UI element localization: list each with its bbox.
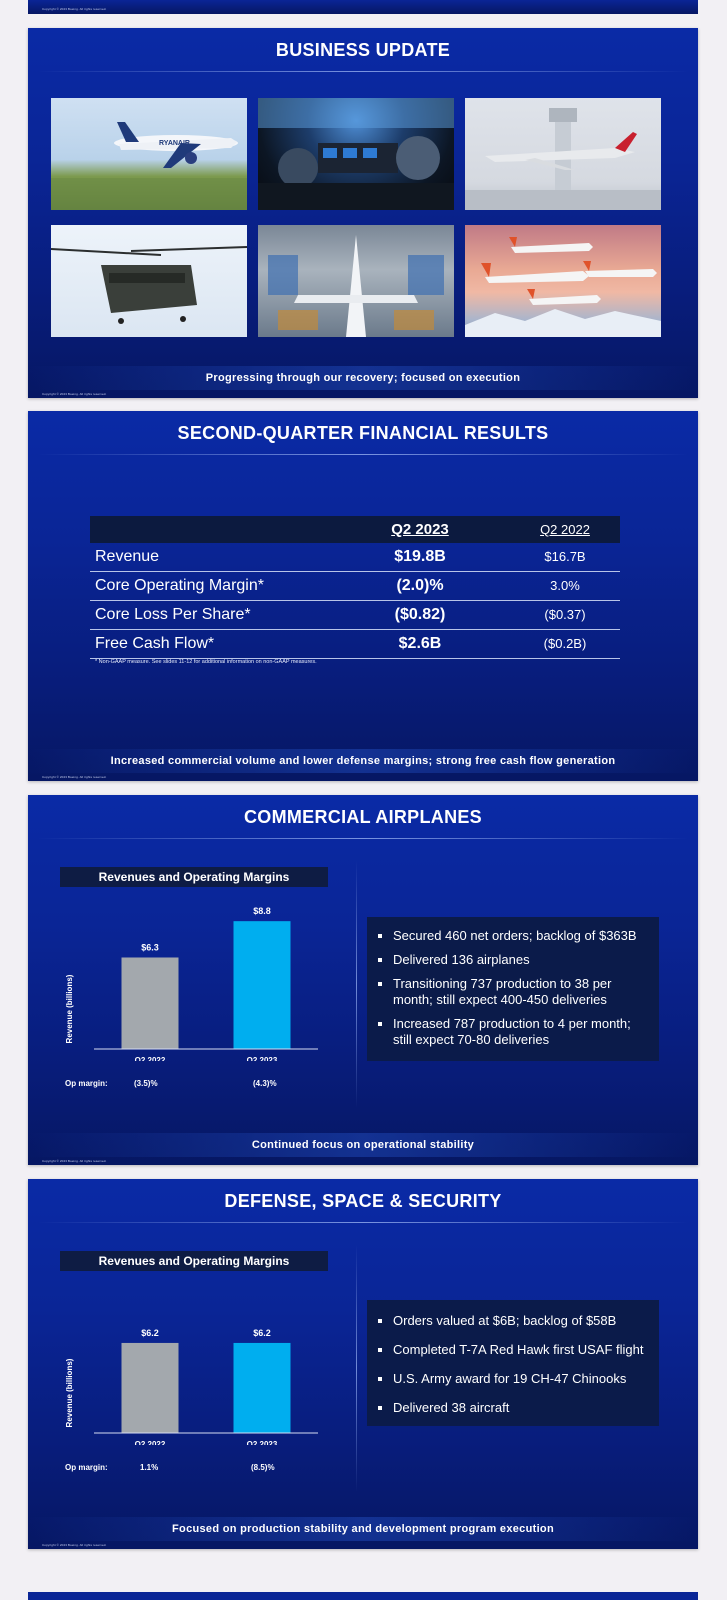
y-axis-label: Revenue (billions) xyxy=(65,1358,74,1427)
row-label: Core Loss Per Share* xyxy=(95,606,251,623)
bullet-item: Delivered 136 airplanes xyxy=(375,952,651,968)
slide-footer: Continued focus on operational stability xyxy=(251,1139,475,1151)
footer-band xyxy=(28,1133,698,1157)
svg-text:RYANAIR: RYANAIR xyxy=(159,140,190,147)
copyright-text: Copyright © 2023 Boeing. All rights rese… xyxy=(42,7,107,11)
revenue-bar-chart: Revenue (billions) $6.3 Q2 2022 $8.8 Q2 2023 xyxy=(65,906,318,1061)
title-divider xyxy=(38,454,688,455)
bar xyxy=(233,1342,291,1433)
row-value-prior: 3.0% xyxy=(550,578,580,593)
row-label: Free Cash Flow* xyxy=(95,635,215,652)
vertical-divider xyxy=(356,1244,357,1492)
previous-slide-strip: Copyright © 2023 Boeing. All rights rese… xyxy=(28,0,698,14)
title-divider xyxy=(38,71,688,72)
column-header-current: Q2 2023 xyxy=(391,521,449,538)
slide-commercial-airplanes: COMMERCIAL AIRPLANES Revenues and Operat… xyxy=(28,795,698,1165)
data-label: $8.8 xyxy=(253,906,271,916)
slide-title: COMMERCIAL AIRPLANES xyxy=(243,807,482,827)
x-tick-label: Q2 2023 xyxy=(247,1056,278,1061)
bullet-item: Increased 787 production to 4 per month;… xyxy=(375,1016,651,1048)
row-value-current: (2.0)% xyxy=(396,577,444,594)
bullet-item: Transitioning 737 production to 38 per m… xyxy=(375,976,651,1008)
photo-ryanair-airplane: RYANAIR xyxy=(51,98,247,210)
slide-business-update: BUSINESS UPDATE RYANAIR xyxy=(28,28,698,398)
slide-footer: Increased commercial volume and lower de… xyxy=(110,755,616,767)
bullet-item: Orders valued at $6B; backlog of $58B xyxy=(375,1313,651,1329)
copyright-text: Copyright © 2023 Boeing. All rights rese… xyxy=(42,392,107,396)
y-axis-label: Revenue (billions) xyxy=(65,974,74,1043)
op-margin-value: (4.3)% xyxy=(253,1079,277,1088)
slide-title: BUSINESS UPDATE xyxy=(275,40,451,60)
row-label: Revenue xyxy=(95,548,160,565)
copyright-text: Copyright © 2023 Boeing. All rights rese… xyxy=(42,1543,107,1547)
bullet-item: Delivered 38 aircraft xyxy=(375,1400,651,1416)
slide-title: SECOND-QUARTER FINANCIAL RESULTS xyxy=(177,423,549,443)
op-margin-label: Op margin: xyxy=(65,1463,108,1472)
row-label: Core Operating Margin* xyxy=(95,577,264,594)
photo-t7a-red-hawk xyxy=(465,98,661,210)
x-tick-label: Q2 2023 xyxy=(247,1440,278,1445)
row-value-current: ($0.82) xyxy=(394,606,446,623)
chart-title: Revenues and Operating Margins xyxy=(60,867,328,887)
photo-air-india-airplanes xyxy=(465,225,661,337)
bullet-item: U.S. Army award for 19 CH-47 Chinooks xyxy=(375,1371,651,1387)
footer-band xyxy=(28,749,698,773)
op-margin-value: 1.1% xyxy=(140,1463,159,1472)
data-label: $6.3 xyxy=(141,942,159,952)
slide-footer: Progressing through our recovery; focuse… xyxy=(205,372,521,384)
row-value-current: $2.6B xyxy=(398,635,442,652)
photo-ch47-chinook xyxy=(51,225,247,337)
table-header: Q2 2023 Q2 2022 xyxy=(90,516,620,543)
data-label: $6.2 xyxy=(253,1328,271,1338)
op-margin-value: (8.5)% xyxy=(251,1463,275,1472)
copyright-text: Copyright © 2023 Boeing. All rights rese… xyxy=(42,1159,107,1163)
next-slide-strip xyxy=(28,1592,698,1600)
slide-footer: Focused on production stability and deve… xyxy=(172,1523,554,1535)
bar xyxy=(233,921,291,1049)
footer-band xyxy=(28,366,698,390)
row-value-prior: ($0.2B) xyxy=(543,636,587,651)
table-row: Core Operating Margin* (2.0)% 3.0% xyxy=(90,572,620,601)
slide-financial-results: SECOND-QUARTER FINANCIAL RESULTS Q2 2023… xyxy=(28,411,698,781)
x-tick-label: Q2 2022 xyxy=(135,1440,166,1445)
table-row: Core Loss Per Share* ($0.82) ($0.37) xyxy=(90,601,620,630)
highlights-box: Orders valued at $6B; backlog of $58B Co… xyxy=(367,1300,659,1426)
chart-title: Revenues and Operating Margins xyxy=(60,1251,328,1271)
data-label: $6.2 xyxy=(141,1328,159,1338)
bar xyxy=(121,957,179,1049)
column-header-prior: Q2 2022 xyxy=(540,522,590,537)
table-row: Revenue $19.8B $16.7B xyxy=(90,543,620,572)
bullet-item: Completed T-7A Red Hawk first USAF fligh… xyxy=(375,1342,651,1358)
footnote: * Non-GAAP measure. See slides 11-12 for… xyxy=(95,659,317,665)
row-value-prior: ($0.37) xyxy=(544,607,586,622)
slide-defense-space-security: DEFENSE, SPACE & SECURITY Revenues and O… xyxy=(28,1179,698,1549)
op-margin-value: (3.5)% xyxy=(134,1079,158,1088)
slide-title: DEFENSE, SPACE & SECURITY xyxy=(224,1191,502,1211)
bullet-item: Secured 460 net orders; backlog of $363B xyxy=(375,928,651,944)
highlights-box: Secured 460 net orders; backlog of $363B… xyxy=(367,917,659,1061)
footer-band xyxy=(28,1517,698,1541)
x-tick-label: Q2 2022 xyxy=(135,1056,166,1061)
row-value-current: $19.8B xyxy=(394,548,446,565)
photo-factory xyxy=(258,225,454,337)
title-divider xyxy=(38,1222,688,1223)
vertical-divider xyxy=(356,860,357,1108)
title-divider xyxy=(38,838,688,839)
revenue-bar-chart: Revenue (billions) $6.2 Q2 2022 $6.2 Q2 2023 xyxy=(65,1328,318,1445)
bar xyxy=(121,1342,179,1433)
copyright-text: Copyright © 2023 Boeing. All rights rese… xyxy=(42,775,107,779)
op-margin-label: Op margin: xyxy=(65,1079,108,1088)
row-value-prior: $16.7B xyxy=(544,549,586,564)
photo-cockpit xyxy=(258,98,454,210)
table-row: Free Cash Flow* $2.6B ($0.2B) xyxy=(90,630,620,659)
financial-results-table: Q2 2023 Q2 2022 Revenue $19.8B $16.7B Co… xyxy=(90,516,620,659)
